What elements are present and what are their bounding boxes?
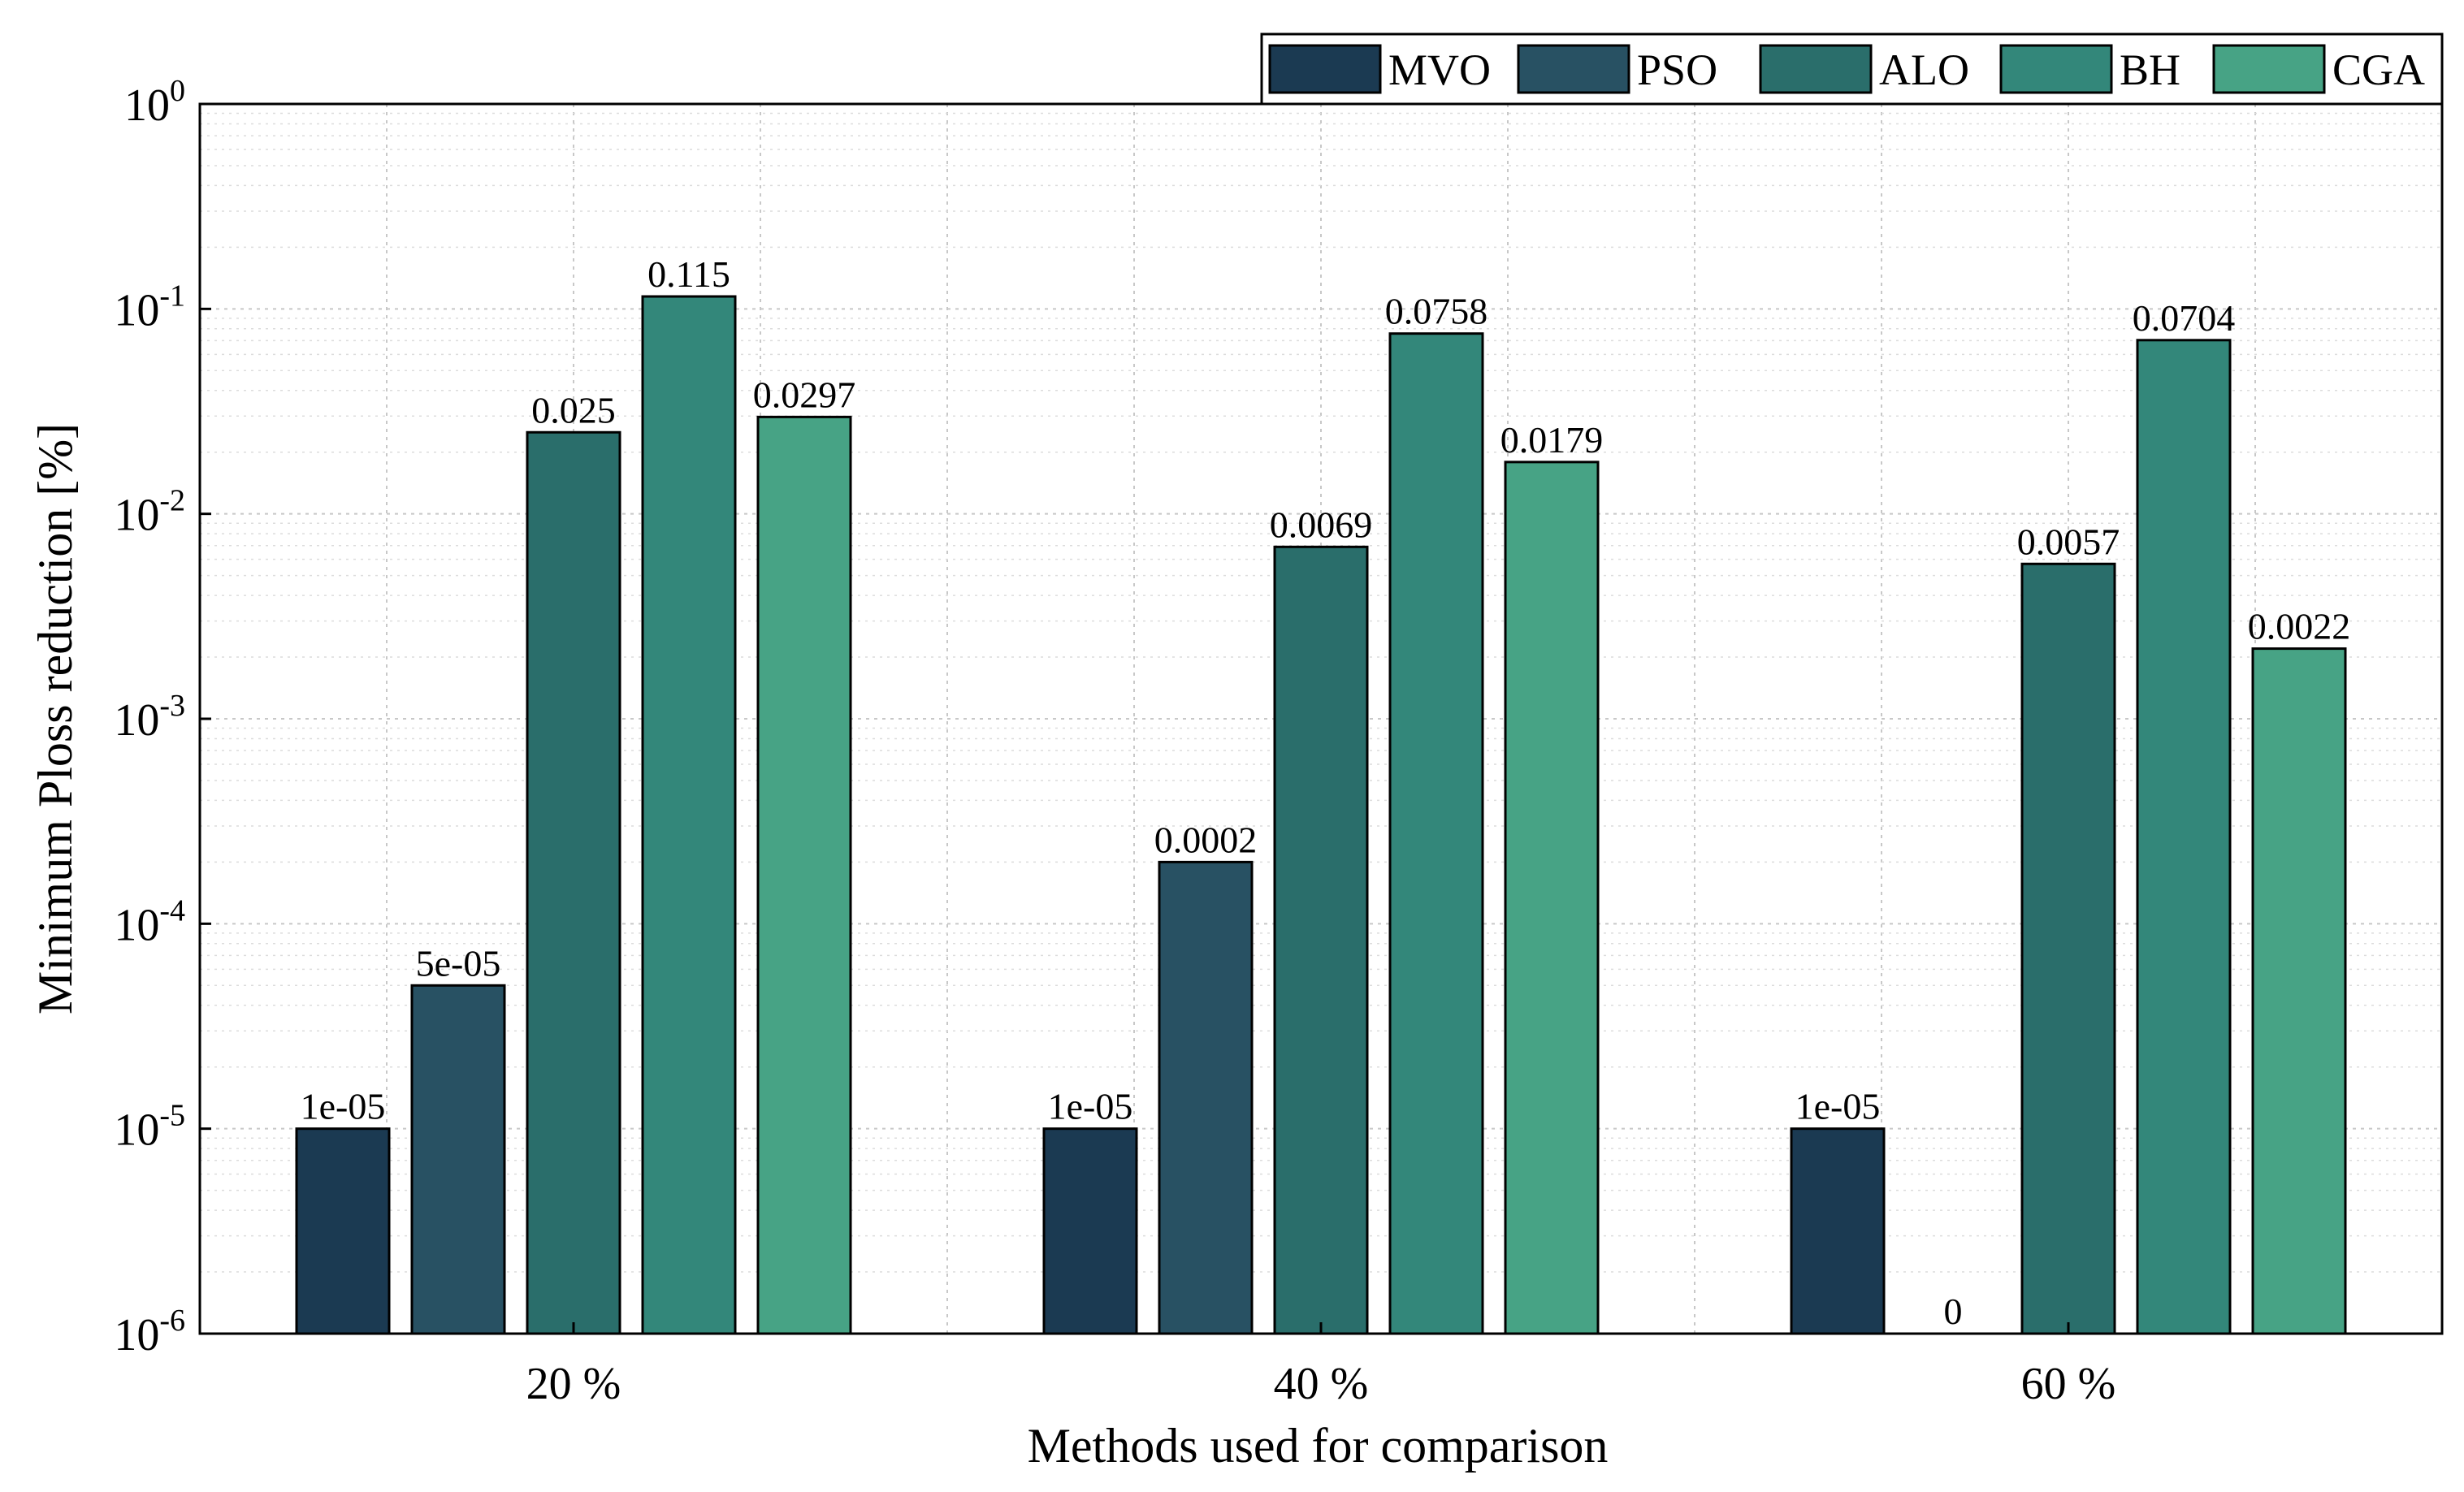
bar-bh-2 bbox=[1388, 332, 1484, 1335]
bar-pso-2 bbox=[1158, 860, 1254, 1335]
legend-swatch-bh bbox=[1999, 44, 2113, 94]
legend-swatch-mvo bbox=[1268, 44, 1382, 94]
bar-mvo-1 bbox=[295, 1127, 391, 1335]
legend-label-cga: CGA bbox=[2332, 45, 2425, 94]
data-label-bh-3: 0.0704 bbox=[2133, 297, 2236, 339]
y-axis-label: Minimum Ploss reduction [%] bbox=[28, 423, 82, 1014]
y-tick-label: 100 bbox=[124, 74, 185, 131]
bar-cga-3 bbox=[2251, 647, 2347, 1335]
legend-label-pso: PSO bbox=[1637, 45, 1717, 94]
x-axis-ticks: 20 % 40 % 60 % bbox=[526, 1322, 2116, 1409]
data-label-pso-2: 0.0002 bbox=[1154, 819, 1258, 860]
y-tick-label: 10-4 bbox=[114, 893, 185, 950]
data-label-pso-3: 0 bbox=[1944, 1291, 1963, 1332]
data-label-mvo-3: 1e-05 bbox=[1795, 1086, 1881, 1127]
data-labels: 1e-05 5e-05 0.025 0.115 0.0297 1e-05 0.0002 0.0… bbox=[301, 253, 2351, 1332]
bar-mvo-2 bbox=[1042, 1127, 1138, 1335]
legend-label-mvo: MVO bbox=[1388, 45, 1491, 94]
data-label-cga-1: 0.0297 bbox=[753, 374, 856, 415]
data-label-bh-1: 0.115 bbox=[647, 253, 730, 295]
x-tick-label-3: 60 % bbox=[2021, 1359, 2116, 1409]
bar-bh-3 bbox=[2136, 339, 2232, 1335]
bar-cga-2 bbox=[1504, 461, 1600, 1335]
legend: MVO PSO ALO BH CGA bbox=[1260, 32, 2444, 106]
x-axis-label: Methods used for comparison bbox=[1028, 1419, 1609, 1473]
bar-alo-3 bbox=[2020, 562, 2116, 1335]
data-label-mvo-2: 1e-05 bbox=[1048, 1086, 1133, 1127]
data-label-pso-1: 5e-05 bbox=[416, 942, 501, 984]
bar-alo-1 bbox=[526, 430, 621, 1335]
legend-swatch-cga bbox=[2212, 44, 2326, 94]
legend-swatch-pso bbox=[1517, 44, 1630, 94]
data-label-cga-3: 0.0022 bbox=[2248, 606, 2351, 647]
bar-cga-1 bbox=[756, 415, 852, 1335]
legend-label-alo: ALO bbox=[1879, 45, 1969, 94]
bar-pso-1 bbox=[410, 984, 506, 1335]
data-label-bh-2: 0.0758 bbox=[1385, 291, 1488, 332]
bars bbox=[295, 295, 2347, 1335]
bar-alo-2 bbox=[1273, 545, 1369, 1335]
y-tick-label: 10-1 bbox=[114, 279, 185, 335]
data-label-alo-1: 0.025 bbox=[531, 389, 616, 430]
y-tick-label: 10-6 bbox=[114, 1304, 185, 1360]
x-tick-label-2: 40 % bbox=[1274, 1359, 1369, 1409]
y-tick-label: 10-2 bbox=[114, 484, 185, 541]
data-label-alo-2: 0.0069 bbox=[1270, 504, 1373, 545]
y-axis-ticks: 100 10-1 10-2 10-3 10-4 10-5 10-6 bbox=[114, 74, 211, 1360]
legend-label-bh: BH bbox=[2120, 45, 2180, 94]
data-label-cga-2: 0.0179 bbox=[1500, 419, 1604, 461]
y-tick-label: 10-3 bbox=[114, 689, 185, 746]
y-tick-label: 10-5 bbox=[114, 1099, 185, 1156]
bar-bh-1 bbox=[641, 295, 737, 1335]
x-tick-label-1: 20 % bbox=[526, 1359, 621, 1409]
data-label-alo-3: 0.0057 bbox=[2017, 521, 2120, 562]
legend-swatch-alo bbox=[1759, 44, 1873, 94]
data-label-mvo-1: 1e-05 bbox=[301, 1086, 386, 1127]
bar-mvo-3 bbox=[1790, 1127, 1886, 1335]
